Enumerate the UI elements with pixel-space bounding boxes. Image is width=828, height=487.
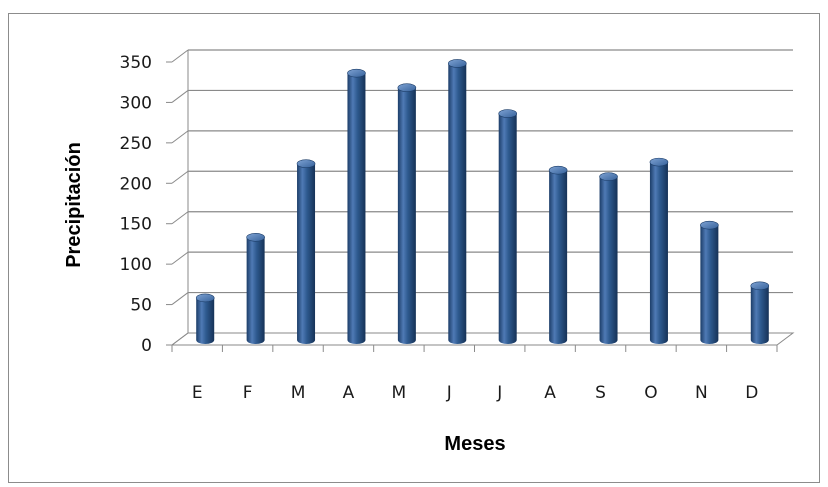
side-wall-line xyxy=(171,130,189,144)
x-tick-label: M xyxy=(291,383,306,403)
x-tick-label: F xyxy=(243,383,253,403)
x-tick-label: A xyxy=(544,383,556,403)
side-wall-line xyxy=(171,170,189,184)
x-tick-label: S xyxy=(595,383,606,403)
bar xyxy=(700,220,719,344)
side-wall-line xyxy=(171,211,189,225)
y-tick-label: 350 xyxy=(120,53,152,73)
x-tick-label: A xyxy=(343,383,355,403)
y-tick-label: 200 xyxy=(120,174,152,194)
bar xyxy=(397,83,417,345)
x-tick-label: E xyxy=(192,383,203,403)
x-tick-label: N xyxy=(695,383,708,403)
bar xyxy=(195,293,215,344)
bar xyxy=(498,109,518,344)
bar xyxy=(296,159,316,344)
bar xyxy=(246,233,265,344)
x-tick-label: M xyxy=(392,383,407,403)
side-wall-line xyxy=(171,292,189,305)
bar xyxy=(750,281,770,344)
side-wall-line xyxy=(171,251,189,265)
y-axis-title: Precipitación xyxy=(63,142,85,268)
y-tick-label: 50 xyxy=(130,296,152,316)
y-tick-label: 300 xyxy=(120,93,152,113)
side-wall-line xyxy=(171,49,189,63)
bar xyxy=(649,157,669,344)
side-wall-line xyxy=(171,90,189,103)
chart-back-wall xyxy=(166,49,795,352)
x-tick-label: O xyxy=(644,383,657,403)
bar xyxy=(347,68,366,345)
x-tick-label: D xyxy=(745,383,758,403)
y-tick-label: 150 xyxy=(120,215,152,235)
bar xyxy=(447,59,467,345)
x-tick-label: J xyxy=(446,383,452,403)
y-tick-labels: 0 50 100 150 200 250 300 350 xyxy=(120,53,152,356)
x-tick-label: J xyxy=(496,383,502,403)
side-wall-line xyxy=(171,332,189,346)
y-tick-label: 250 xyxy=(120,134,152,154)
y-tick-label: 100 xyxy=(120,255,152,275)
x-axis-title: Meses xyxy=(444,433,505,455)
bars-group xyxy=(195,59,770,345)
bar xyxy=(548,165,568,344)
bar xyxy=(599,172,618,344)
y-tick-label: 0 xyxy=(141,336,152,356)
